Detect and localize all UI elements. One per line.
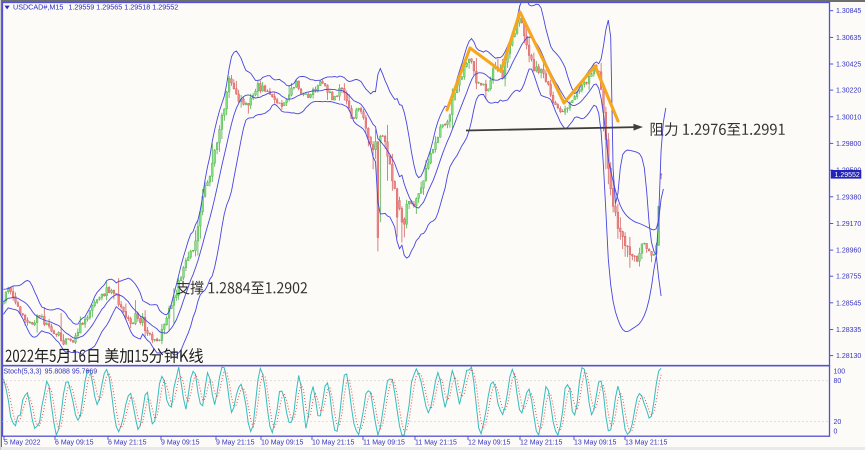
headline-glyphs — [5, 348, 203, 364]
price-axis-label: 1.30010 — [836, 114, 861, 121]
price-axis-label: 1.30425 — [836, 62, 861, 69]
stochastic-k-line — [3, 366, 662, 436]
resistance-arrow-shaft — [465, 126, 637, 132]
annotations-layer — [5, 10, 785, 364]
time-axis-label: 10 May 09:15 — [261, 440, 304, 447]
main-panel-border — [1, 1, 831, 367]
bull-candle-wicks — [3, 5, 660, 345]
price-axis-label: 1.29170 — [836, 221, 861, 228]
time-axis-label: 9 May 21:15 — [216, 440, 255, 447]
indicator-label: Stoch(5,3,3) 95.8088 95.7669 — [4, 368, 98, 375]
indicator-name: Stoch(5,3,3) — [4, 368, 42, 375]
time-axis-label: 13 May 09:15 — [574, 440, 617, 447]
time-axis-label: 11 May 21:15 — [415, 440, 457, 447]
stochastic-d-line — [3, 368, 662, 433]
collapse-triangle-icon[interactable] — [4, 5, 10, 10]
price-axis-label: 1.28755 — [836, 274, 861, 281]
price-axis-label: 1.30635 — [836, 35, 861, 42]
price-axis-label: 1.28960 — [836, 248, 861, 255]
resistance-annotation-glyphs — [650, 122, 785, 137]
bollinger-upper-band — [3, 2, 667, 325]
window-left-edge-dark — [1, 0, 2, 447]
bear-candle-bodies — [9, 17, 663, 345]
price-axis-label: 1.28335 — [836, 327, 861, 334]
price-axis-label: 1.30220 — [836, 88, 861, 95]
chart-title: USDCAD#,M15 1.29559 1.29565 1.29518 1.295… — [13, 3, 178, 12]
indicator-panel-border — [1, 365, 831, 437]
price-axis-label: 1.28130 — [836, 353, 861, 360]
trend-zigzag-line — [445, 10, 620, 123]
bollinger-middle-band — [3, 36, 664, 339]
time-axis-label: 13 May 21:15 — [625, 440, 668, 447]
current-price-label: 1.29552 — [835, 172, 860, 179]
price-axis-label: 1.29380 — [836, 194, 861, 201]
stochastic-plot-area[interactable] — [2, 366, 830, 436]
support-annotation-glyphs — [176, 280, 308, 295]
bull-candle-bodies — [2, 17, 660, 345]
time-axis-label: 9 May 09:15 — [161, 440, 200, 447]
ohlc-values: 1.29559 1.29565 1.29518 1.29552 — [68, 3, 178, 12]
time-axis-label: 12 May 09:15 — [468, 440, 511, 447]
resistance-arrow-head — [633, 123, 643, 131]
time-axis[interactable]: 5 May 2022 6 May 09:15 6 May 21:15 9 May 09… — [3, 436, 668, 447]
time-axis-label: 11 May 09:15 — [363, 440, 405, 447]
current-price-box — [830, 170, 862, 179]
time-axis-label: 5 May 2022 — [4, 440, 41, 447]
stoch-axis-label: 0 — [834, 429, 838, 436]
price-axis-label: 1.30845 — [836, 8, 861, 15]
time-axis-label: 6 May 09:15 — [55, 440, 94, 447]
window-bottom-edge — [0, 447, 865, 450]
time-axis-label: 10 May 21:15 — [312, 440, 355, 447]
time-axis-label: 12 May 21:15 — [520, 440, 563, 447]
price-axis[interactable]: 1.30845 1.30635 1.30425 1.30220 1.30010 1.298… — [830, 8, 861, 436]
stoch-axis-label: 20 — [834, 419, 842, 426]
panel-borders — [1, 1, 831, 437]
symbol-label: USDCAD#,M15 — [13, 3, 63, 12]
price-axis-label: 1.28545 — [836, 300, 861, 307]
main-plot-area[interactable] — [2, 0, 667, 356]
window-left-edge — [0, 0, 1, 450]
time-axis-label: 6 May 21:15 — [108, 440, 147, 447]
window-top-edge — [0, 0, 865, 2]
price-axis-label: 1.29800 — [836, 141, 861, 148]
indicator-values: 95.8088 95.7669 — [45, 368, 98, 375]
stoch-axis-label: 100 — [834, 369, 846, 376]
stoch-axis-label: 80 — [834, 378, 842, 385]
bollinger-lower-band — [3, 68, 662, 356]
